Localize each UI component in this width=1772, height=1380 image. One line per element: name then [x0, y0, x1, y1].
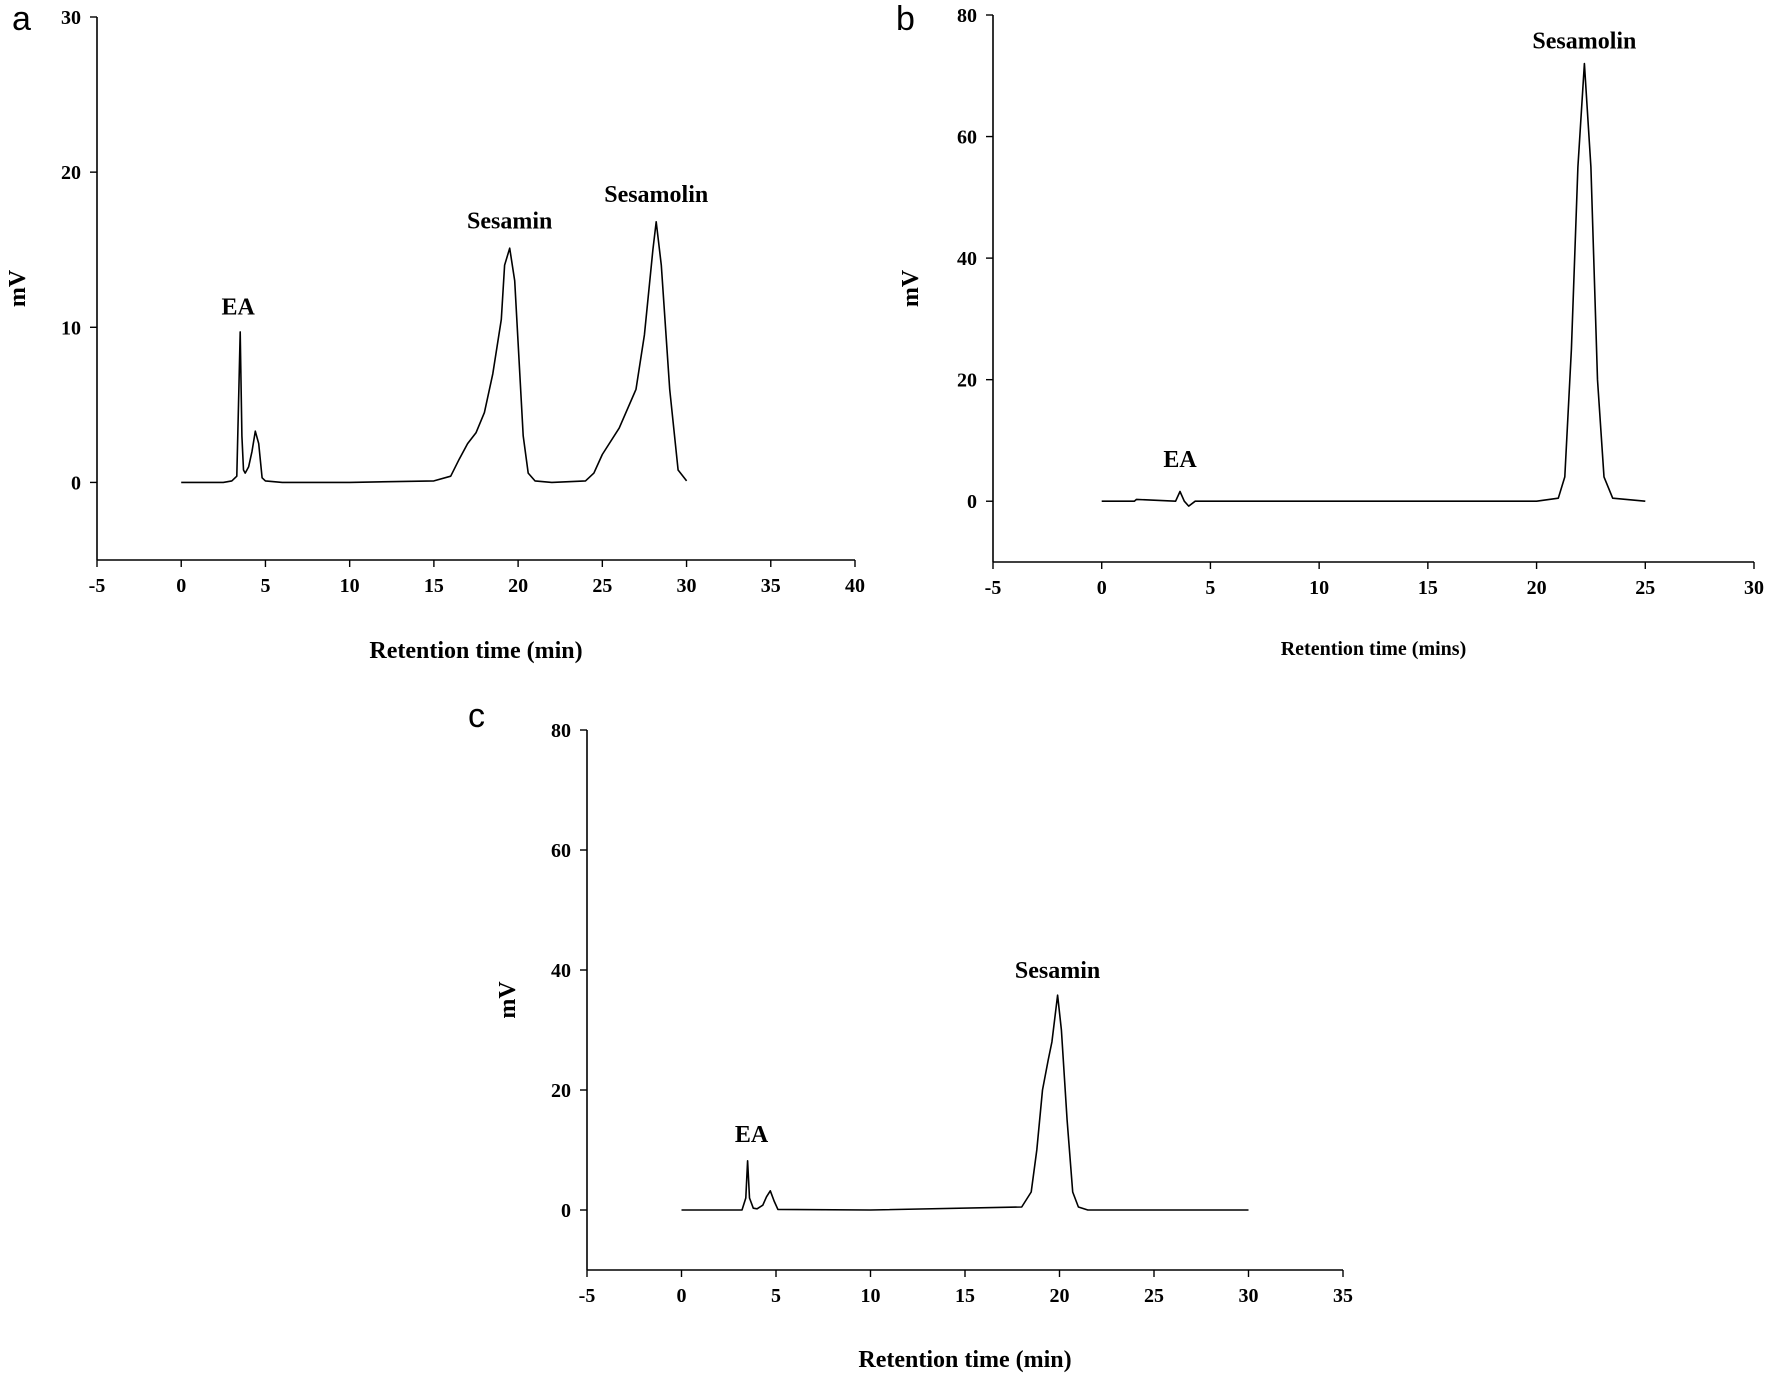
x-tick-label: 10 [861, 1285, 881, 1307]
x-axis-title: Retention time (min) [858, 1347, 1071, 1373]
x-tick-label: 30 [1744, 577, 1764, 599]
chromatogram-trace [1101, 62, 1646, 507]
peak-label: EA [735, 1122, 769, 1148]
panel-letter: a [12, 0, 31, 38]
x-tick-label: 10 [1309, 577, 1329, 599]
x-tick-label: 20 [1050, 1285, 1070, 1307]
x-tick-label: 25 [1635, 577, 1655, 599]
x-tick-label: 20 [508, 575, 528, 597]
panel-b: b -5 0 5 10 15 20 25 30 0 20 40 60 80 Retention time (… [896, 0, 1764, 660]
y-tick-label: 20 [61, 162, 81, 184]
y-tick-label: 40 [551, 960, 571, 982]
peak-label: Sesamolin [1532, 29, 1636, 55]
y-tick-label: 80 [957, 5, 977, 27]
x-tick-label: 5 [1205, 577, 1215, 599]
y-axis-title: mV [898, 269, 924, 307]
x-tick-label: 15 [955, 1285, 975, 1307]
y-tick-label: 20 [957, 370, 977, 392]
y-tick-label: 60 [957, 127, 977, 149]
peak-label: Sesamolin [604, 182, 708, 208]
y-axis-title: mV [5, 269, 31, 307]
panel-c: c -5 0 5 10 15 20 25 30 35 0 20 40 60 80 Retention time… [468, 697, 1353, 1373]
x-tick-label: 40 [845, 575, 865, 597]
x-tick-label: 25 [592, 575, 612, 597]
y-tick-label: 80 [551, 720, 571, 742]
x-tick-label: 10 [340, 575, 360, 597]
x-tick-label: -5 [89, 575, 106, 597]
x-tick-label: 35 [1333, 1285, 1353, 1307]
x-tick-label: 15 [1418, 577, 1438, 599]
y-tick-label: 30 [61, 7, 81, 29]
y-tick-label: 20 [551, 1080, 571, 1102]
x-tick-label: -5 [985, 577, 1002, 599]
panel-letter: c [468, 697, 485, 735]
x-tick-label: 5 [260, 575, 270, 597]
x-tick-label: 35 [761, 575, 781, 597]
peak-label: EA [222, 294, 256, 320]
y-tick-label: 60 [551, 840, 571, 862]
x-tick-label: 30 [677, 575, 697, 597]
chromatogram-trace [681, 994, 1249, 1211]
panel-letter: b [896, 0, 915, 38]
x-tick-label: 25 [1144, 1285, 1164, 1307]
x-tick-label: 0 [1097, 577, 1107, 599]
chromatogram-trace [181, 221, 688, 484]
panel-a: a -5 0 5 10 15 20 25 30 35 40 0 10 20 30 Retention time… [5, 0, 865, 664]
x-axis-title: Retention time (min) [369, 638, 582, 664]
y-tick-label: 0 [967, 491, 977, 513]
x-tick-label: 0 [677, 1285, 687, 1307]
peak-label: Sesamin [467, 209, 552, 235]
x-axis-title: Retention time (mins) [1281, 638, 1467, 660]
y-tick-label: 0 [561, 1200, 571, 1222]
peak-label: EA [1163, 447, 1197, 473]
x-tick-label: 0 [176, 575, 186, 597]
y-tick-label: 10 [61, 317, 81, 339]
x-tick-label: 15 [424, 575, 444, 597]
x-tick-label: 20 [1527, 577, 1547, 599]
x-tick-label: 5 [771, 1285, 781, 1307]
x-tick-label: -5 [579, 1285, 596, 1307]
y-axis-title: mV [495, 981, 521, 1019]
peak-label: Sesamin [1015, 958, 1100, 984]
y-tick-label: 40 [957, 248, 977, 270]
x-tick-label: 30 [1239, 1285, 1259, 1307]
y-tick-label: 0 [71, 472, 81, 494]
